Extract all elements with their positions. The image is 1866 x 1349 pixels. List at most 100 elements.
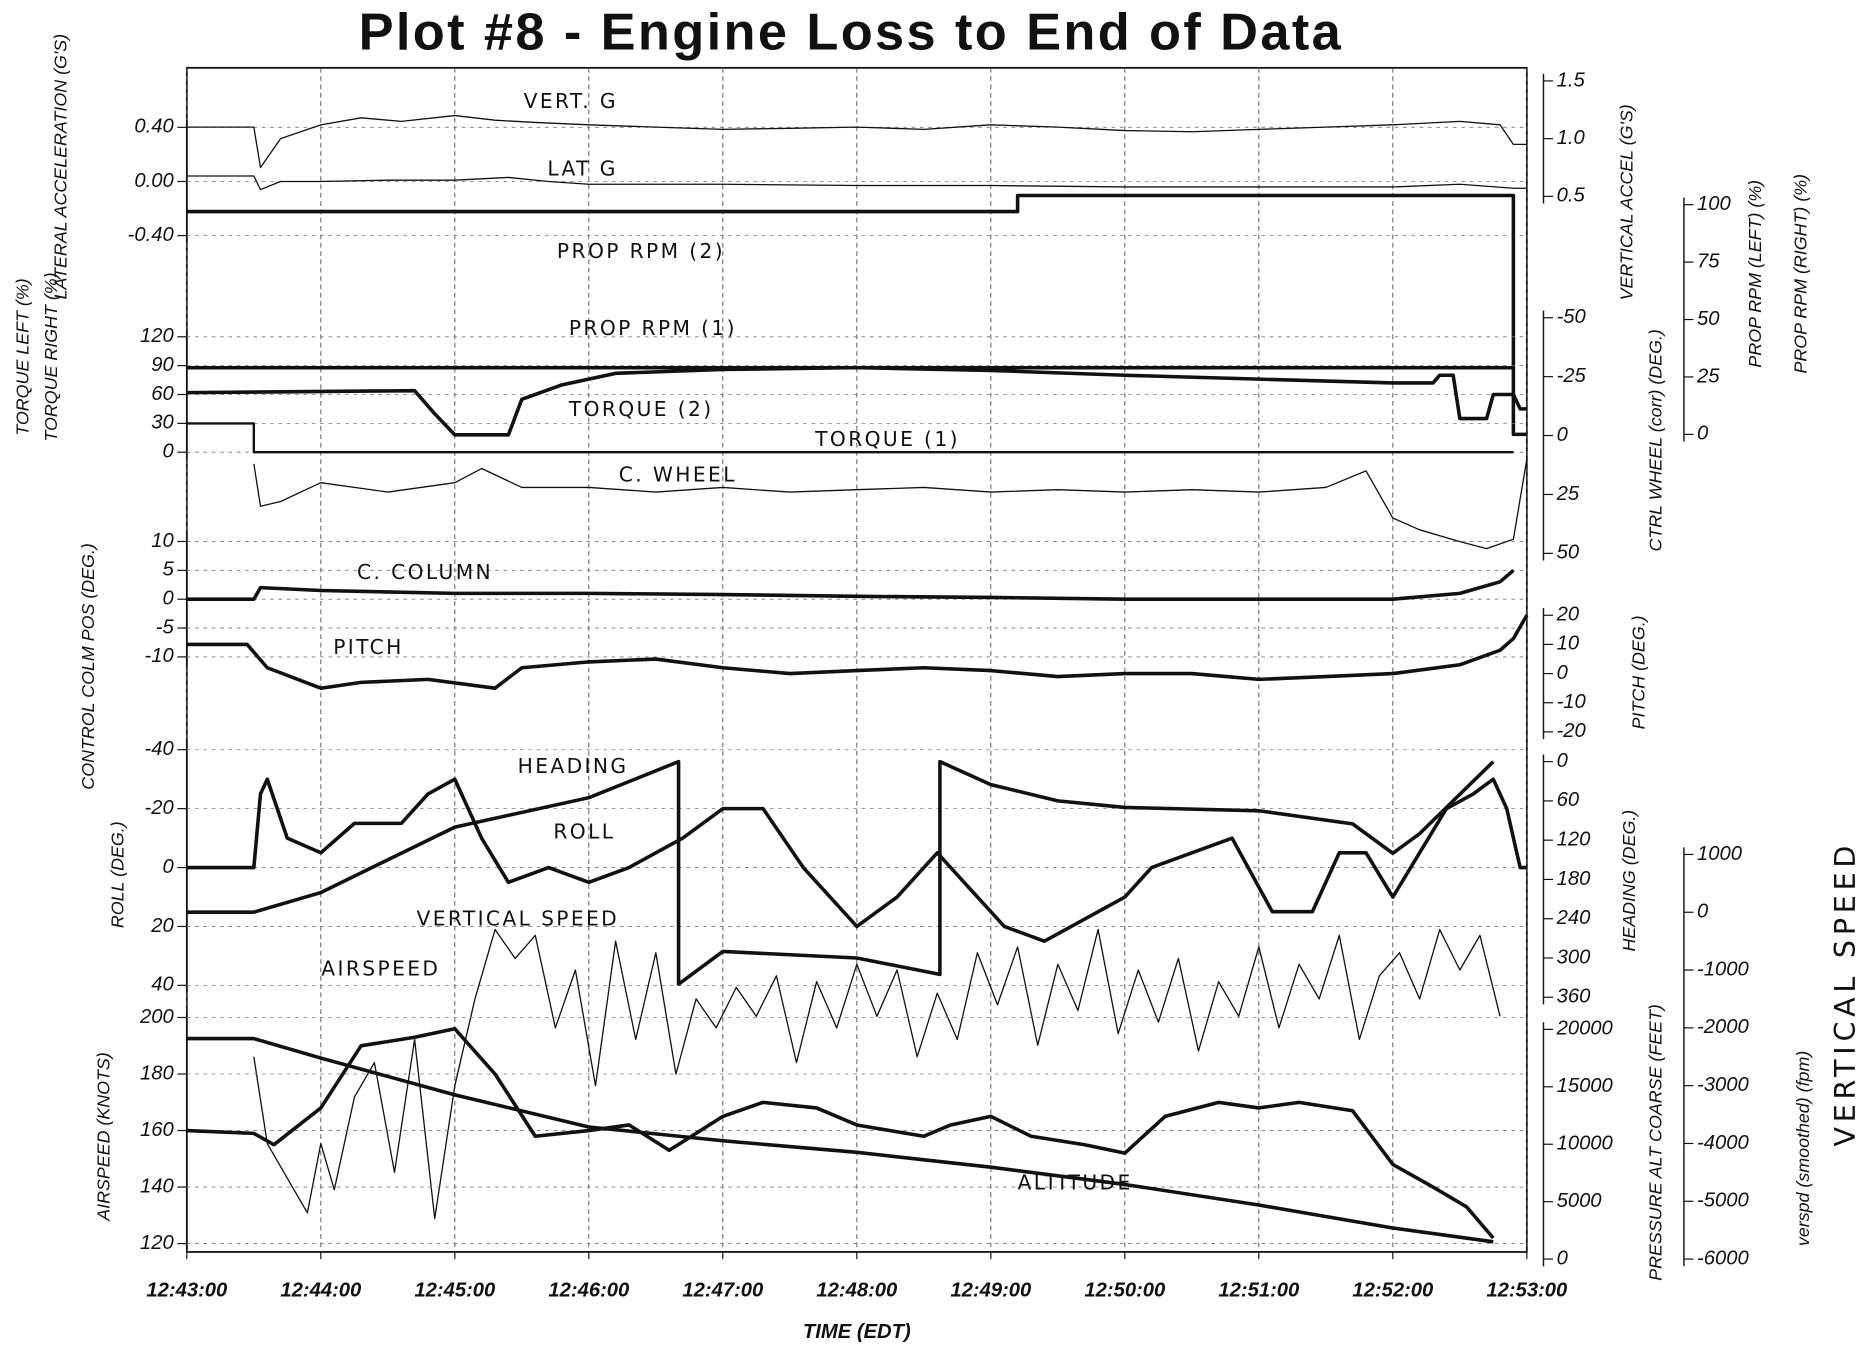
axis-label: CTRL WHEEL (corr) (DEG.) [1645,329,1665,551]
series-line [186,1027,1495,1240]
axis-label: LATERAL ACCELERATION (G'S) [51,34,71,300]
y-tick-label: 0.00 [134,170,174,192]
y-tick-label: 10 [1557,633,1580,655]
y-tick-label: 10 [151,530,174,552]
plot-root: Plot #8 - Engine Loss to End of Data TIM… [13,4,1862,1344]
y-tick-label: -10 [1557,691,1587,713]
y-tick-label: 5000 [1557,1190,1603,1212]
y-tick-label: 300 [1557,946,1591,968]
series-annotation: PROP RPM (1) [569,316,737,340]
series-annotation: TORQUE (2) [568,397,714,421]
y-tick-label: 40 [151,974,174,996]
y-tick-label: -1000 [1697,958,1749,980]
y-tick-label: -3000 [1697,1074,1749,1096]
x-tick-label: 12:53:00 [1486,1280,1568,1302]
x-tick-label: 12:43:00 [146,1280,228,1302]
y-tick-label: -2000 [1697,1016,1749,1038]
y-tick-label: 120 [140,1232,174,1254]
y-tick-label: 200 [139,1006,174,1028]
axis-label: VERTICAL SPEED [1828,841,1862,1147]
y-tick-label: 0 [1557,662,1569,684]
series-line [186,175,1527,191]
axis-label: PROP RPM (LEFT) (%) [1745,180,1765,368]
y-tick-label: 50 [1557,542,1580,564]
y-tick-label: -6000 [1697,1247,1749,1269]
y-tick-label: -25 [1557,365,1587,387]
y-tick-label: 75 [1697,250,1720,272]
series-annotation: ROLL [553,820,615,844]
y-tick-label: 0 [162,856,174,878]
y-tick-label: 140 [140,1175,174,1197]
y-tick-label: 1000 [1697,843,1743,865]
series-line [253,928,1501,1220]
y-tick-label: -10 [145,645,175,667]
series-annotation: LAT G [547,157,617,181]
y-tick-label: 90 [151,354,174,376]
y-tick-label: 240 [1556,907,1591,929]
y-tick-label: 0 [1557,424,1569,446]
x-tick-label: 12:47:00 [682,1280,764,1302]
y-tick-label: 5 [162,559,174,581]
y-tick-label: 0 [162,441,174,463]
y-tick-label: 180 [140,1062,174,1084]
series-line [253,459,1528,550]
series-annotation: ALTITUDE [1017,1171,1132,1195]
y-tick-label: 25 [1696,365,1720,387]
axis-label: AIRSPEED (KNOTS) [93,1052,113,1222]
series-annotation: C. COLUMN [357,560,493,584]
series-annotation: VERTICAL SPEED [417,906,620,930]
axis-label: HEADING (DEG.) [1619,810,1639,952]
y-tick-label: 1.0 [1557,127,1586,149]
x-tick-label: 12:51:00 [1218,1280,1300,1302]
y-tick-label: 0 [1697,423,1709,445]
y-tick-label: 60 [1557,789,1580,811]
axis-label: VERTICAL ACCEL (G'S) [1617,104,1637,300]
axis-label: PROP RPM (RIGHT) (%) [1790,174,1810,374]
x-tick-label: 12:50:00 [1084,1280,1166,1302]
series-annotation: PROP RPM (2) [557,239,725,263]
series-line [186,365,1527,437]
series-annotation: HEADING [518,754,629,778]
series-annotation: AIRSPEED [321,956,440,980]
y-tick-label: 180 [1557,868,1591,890]
series-line [186,777,1527,943]
series-annotation: PITCH [333,635,404,659]
series-line [186,614,1529,690]
y-tick-label: -4000 [1697,1132,1749,1154]
axis-label: verspd (smoothed) (fpm) [1793,1051,1813,1246]
series-annotation: VERT. G [524,89,618,113]
y-tick-label: -50 [1557,306,1587,328]
y-tick-label: 100 [1697,193,1731,215]
series-line [186,759,1495,986]
y-tick-label: -40 [145,738,175,760]
y-tick-label: 120 [1557,829,1591,851]
axis-label: PITCH (DEG.) [1629,615,1649,729]
x-tick-label: 12:52:00 [1352,1280,1434,1302]
y-tick-label: 20000 [1556,1018,1614,1040]
y-tick-label: 0 [1697,901,1709,923]
series-line [186,569,1515,601]
y-tick-label: -20 [1557,720,1587,742]
axis-label: TORQUE RIGHT (%) [41,272,61,441]
series-line [186,114,1527,169]
axis-label: ROLL (DEG.) [108,821,128,928]
series-annotation: C. WHEEL [619,463,737,487]
y-tick-label: -0.40 [128,224,175,246]
y-tick-label: 0.40 [134,116,174,138]
y-tick-label: 20 [1556,604,1580,626]
y-tick-label: 360 [1557,986,1591,1008]
y-tick-label: 20 [150,915,174,937]
series-line [186,193,1527,437]
y-tick-label: 30 [151,412,174,434]
axis-label: TORQUE LEFT (%) [13,278,33,435]
y-tick-label: -5 [156,616,175,638]
y-tick-label: 25 [1556,483,1580,505]
x-tick-label: 12:45:00 [414,1280,496,1302]
x-tick-label: 12:48:00 [816,1280,898,1302]
y-tick-label: -20 [145,797,175,819]
series-line [186,1036,1494,1244]
y-tick-label: 0 [162,588,174,610]
y-tick-label: 1.5 [1557,69,1586,91]
x-tick-label: 12:49:00 [950,1280,1032,1302]
axis-label: PRESSURE ALT COARSE (FEET) [1645,1004,1665,1281]
